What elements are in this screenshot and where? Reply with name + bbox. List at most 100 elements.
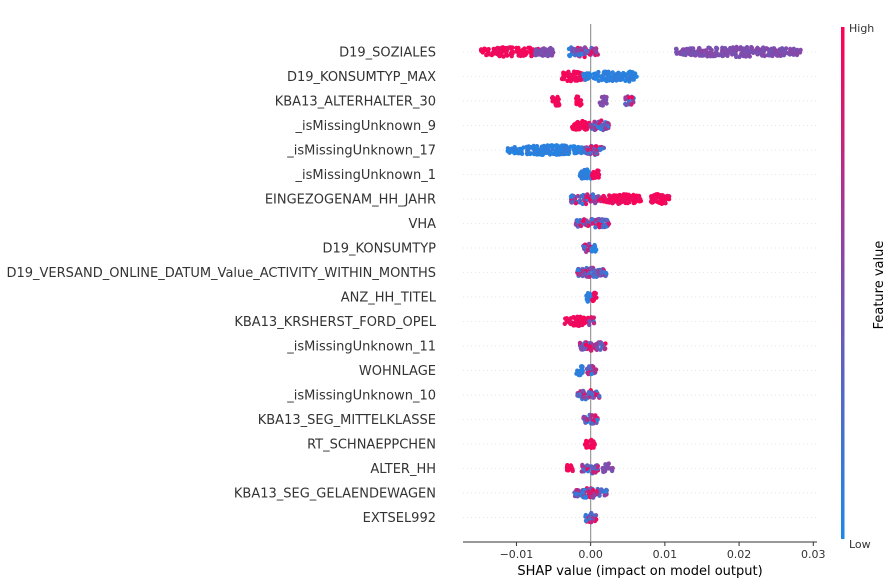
shap-point bbox=[548, 150, 553, 155]
shap-point bbox=[594, 50, 599, 55]
shap-point bbox=[574, 491, 579, 496]
shap-point bbox=[590, 221, 595, 226]
shap-point bbox=[782, 48, 788, 53]
shap-point bbox=[761, 45, 766, 50]
shap-point bbox=[594, 151, 599, 156]
shap-point bbox=[584, 219, 590, 224]
feature-row bbox=[577, 167, 602, 181]
shap-point bbox=[624, 102, 629, 108]
feature-row bbox=[573, 216, 612, 230]
shap-point bbox=[617, 201, 622, 206]
shap-point bbox=[508, 51, 514, 56]
shap-point bbox=[581, 467, 586, 472]
colorbar-low-label: Low bbox=[849, 538, 871, 551]
feature-label: KBA13_ALTERHALTER_30 bbox=[275, 95, 436, 110]
shap-point bbox=[598, 347, 603, 352]
shap-point bbox=[590, 470, 596, 475]
shap-point bbox=[492, 49, 497, 54]
shap-point bbox=[728, 45, 733, 51]
shap-point bbox=[587, 322, 592, 328]
shap-point bbox=[599, 340, 604, 346]
beeswarm-points bbox=[478, 44, 803, 525]
shap-point bbox=[553, 103, 559, 108]
shap-point bbox=[618, 73, 624, 78]
x-axis-title: SHAP value (impact on model output) bbox=[517, 564, 762, 579]
shap-point bbox=[578, 150, 583, 155]
shap-point bbox=[566, 69, 571, 75]
shap-point bbox=[731, 45, 736, 50]
shap-point bbox=[597, 393, 602, 399]
shap-point bbox=[583, 512, 588, 518]
shap-point bbox=[705, 51, 711, 57]
shap-point bbox=[595, 268, 601, 274]
shap-point bbox=[573, 76, 578, 81]
shap-point bbox=[568, 194, 574, 199]
shap-point bbox=[585, 463, 590, 468]
shap-point bbox=[579, 102, 584, 107]
shap-point bbox=[585, 49, 590, 55]
feature-row bbox=[549, 94, 636, 108]
shap-point bbox=[577, 272, 583, 277]
shap-point bbox=[565, 464, 570, 469]
x-tick-label: 0.03 bbox=[801, 548, 826, 561]
shap-point bbox=[606, 221, 612, 227]
shap-point bbox=[533, 53, 538, 58]
shap-point bbox=[597, 197, 602, 202]
shap-point bbox=[576, 145, 581, 151]
shap-point bbox=[792, 48, 797, 54]
shap-point bbox=[618, 77, 623, 83]
shap-point bbox=[627, 79, 632, 84]
shap-point bbox=[595, 464, 600, 470]
shap-point bbox=[592, 342, 597, 348]
shap-point bbox=[514, 45, 519, 51]
shap-point bbox=[599, 270, 604, 276]
shap-point bbox=[583, 342, 589, 347]
shap-point bbox=[585, 247, 590, 253]
shap-point bbox=[596, 168, 601, 173]
shap-point bbox=[743, 54, 749, 59]
shap-point bbox=[681, 47, 686, 52]
shap-point bbox=[574, 96, 579, 101]
shap-point bbox=[609, 74, 614, 80]
feature-row bbox=[577, 340, 608, 353]
shap-point bbox=[590, 297, 595, 303]
shap-point bbox=[580, 201, 585, 207]
shap-point bbox=[714, 46, 719, 51]
shap-point bbox=[773, 48, 778, 54]
colorbar-title: Feature value bbox=[872, 241, 887, 330]
shap-point bbox=[590, 494, 595, 499]
shap-point bbox=[598, 102, 604, 108]
shap-point bbox=[512, 151, 517, 156]
shap-point bbox=[600, 75, 605, 81]
shap-point bbox=[710, 53, 715, 59]
shap-point bbox=[520, 49, 525, 55]
shap-point bbox=[603, 97, 609, 103]
feature-label: KBA13_SEG_GELAENDEWAGEN bbox=[234, 487, 436, 502]
shap-point bbox=[512, 145, 517, 150]
shap-point bbox=[603, 126, 608, 131]
feature-label: D19_SOZIALES bbox=[339, 46, 436, 61]
shap-point bbox=[749, 45, 755, 50]
feature-row bbox=[568, 192, 672, 207]
shap-point bbox=[577, 340, 583, 346]
shap-point bbox=[613, 73, 618, 78]
shap-point bbox=[505, 45, 511, 50]
feature-row bbox=[574, 363, 599, 378]
feature-label: WOHNLAGE bbox=[359, 364, 436, 379]
shap-point bbox=[592, 369, 598, 374]
shap-point bbox=[589, 217, 595, 222]
shap-point bbox=[603, 71, 608, 76]
shap-point bbox=[589, 445, 594, 450]
shap-point bbox=[570, 46, 575, 51]
shap-point bbox=[757, 47, 762, 52]
shap-point bbox=[569, 73, 575, 78]
feature-label: ALTER_HH bbox=[370, 462, 436, 477]
shap-point bbox=[586, 364, 592, 369]
shap-point bbox=[580, 118, 585, 124]
shap-point bbox=[547, 46, 552, 52]
shap-point bbox=[596, 216, 602, 222]
shap-point bbox=[797, 50, 803, 55]
shap-point bbox=[623, 95, 628, 100]
shap-point bbox=[666, 197, 672, 202]
shap-point bbox=[575, 100, 581, 105]
